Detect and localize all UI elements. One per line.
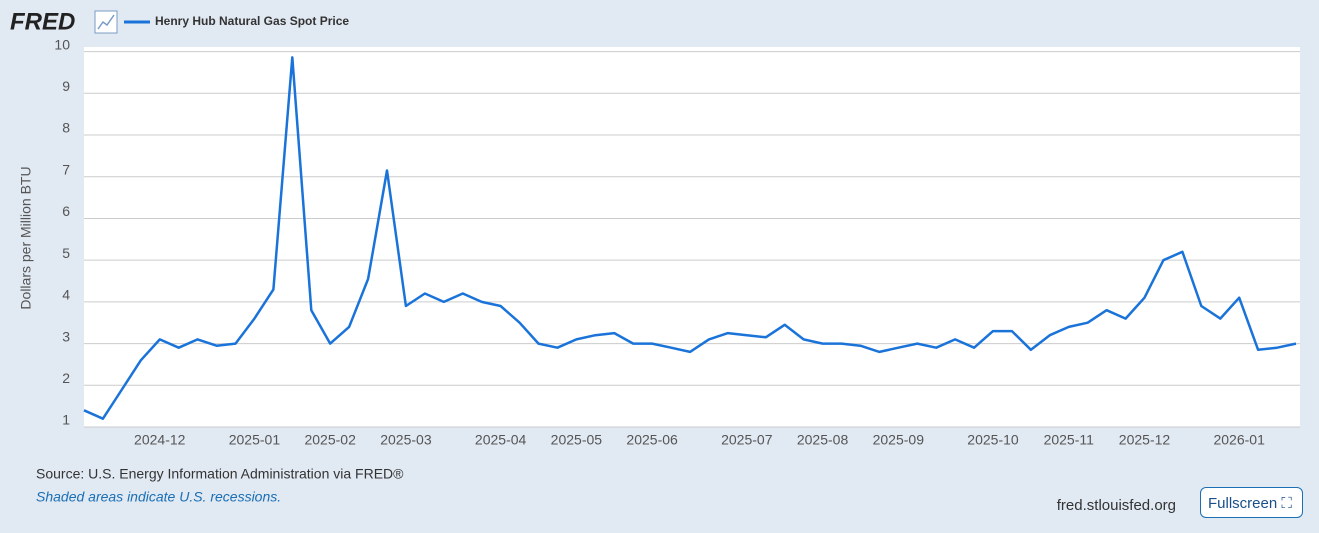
y-tick-label: 7 [62, 161, 70, 177]
y-tick-label: 8 [62, 120, 70, 136]
x-tick-label: 2025-05 [551, 432, 603, 448]
y-tick-label: 9 [62, 78, 70, 94]
logo-icon-line [97, 14, 115, 30]
x-tick-label: 2025-06 [626, 432, 678, 448]
x-tick-label: 2025-04 [475, 432, 527, 448]
x-tick-label: 2024-12 [134, 432, 186, 448]
y-tick-label: 6 [62, 203, 70, 219]
recession-note: Shaded areas indicate U.S. recessions. [36, 489, 281, 505]
y-tick-label: 1 [62, 412, 70, 428]
fullscreen-button[interactable]: Fullscreen ⛶ [1200, 487, 1303, 518]
source: Source: U.S. Energy Information Administ… [36, 466, 404, 482]
y-tick-label: 5 [62, 245, 70, 261]
fullscreen-label: Fullscreen [1208, 495, 1278, 512]
y-tick-label: 3 [62, 328, 70, 344]
x-tick-label: 2025-11 [1044, 432, 1095, 448]
x-tick-label: 2025-10 [967, 432, 1019, 448]
x-tick-label: 2026-01 [1213, 432, 1265, 448]
x-tick-label: 2025-01 [229, 432, 281, 448]
x-tick-label: 2025-09 [873, 432, 925, 448]
logo-icon [94, 10, 118, 34]
logo: FRED [10, 8, 75, 35]
y-tick-label: 4 [62, 287, 70, 303]
series-line [83, 56, 1297, 420]
x-tick-label: 2025-02 [304, 432, 356, 448]
x-tick-label: 2025-07 [721, 432, 773, 448]
x-tick-label: 2025-08 [797, 432, 849, 448]
x-tick-label: 2025-03 [380, 432, 432, 448]
legend-label: Henry Hub Natural Gas Spot Price [155, 14, 349, 28]
plot-area [84, 47, 1300, 427]
x-tick-label: 2025-12 [1119, 432, 1171, 448]
y-tick-label: 10 [54, 36, 70, 52]
site-url: fred.stlouisfed.org [1057, 497, 1176, 514]
y-tick-label: 2 [62, 370, 70, 386]
y-axis-label: Dollars per Million BTU [18, 166, 34, 309]
